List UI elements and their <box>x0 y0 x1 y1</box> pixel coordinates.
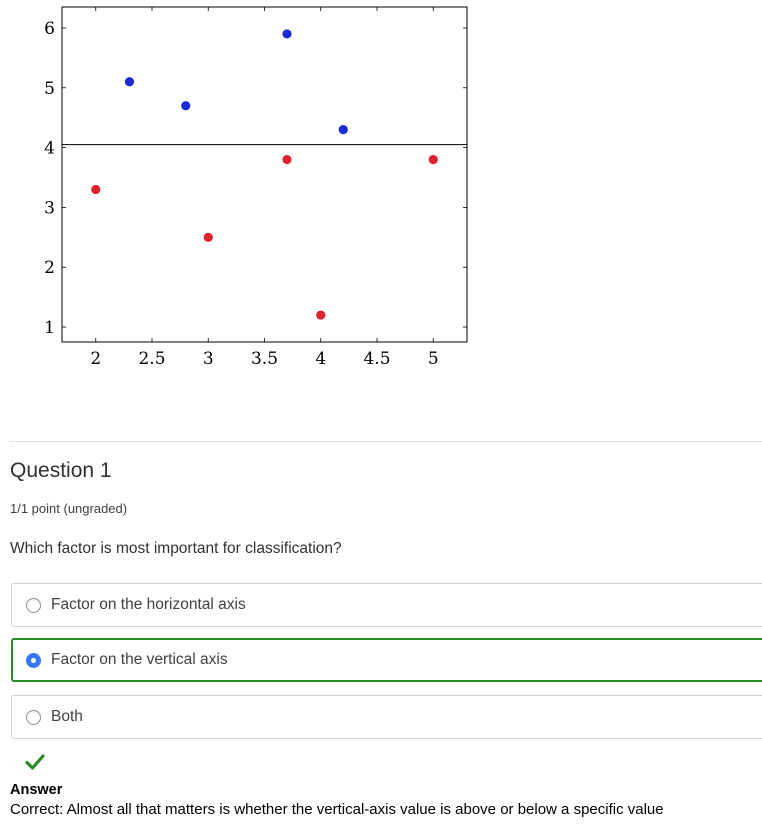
question-prompt: Which factor is most important for class… <box>10 540 342 557</box>
section-divider <box>10 441 762 442</box>
y-tick-label: 3 <box>44 198 55 218</box>
scatter-plot-svg: 2 2.5 3 3.5 4 4.5 5 1 2 3 4 5 6 <box>44 6 468 369</box>
y-tick-label: 6 <box>44 19 55 39</box>
y-tick-label: 2 <box>44 258 55 278</box>
x-tick-label: 3.5 <box>251 349 278 369</box>
y-tick-label: 5 <box>44 79 55 99</box>
data-point <box>428 154 438 165</box>
x-tick-label: 3 <box>203 349 214 369</box>
data-point <box>338 125 348 135</box>
radio-button[interactable] <box>26 597 41 613</box>
option-both[interactable]: Both <box>11 695 762 739</box>
option-label: Factor on the horizontal axis <box>51 596 246 613</box>
radio-button[interactable] <box>26 709 41 725</box>
option-vertical-axis[interactable]: Factor on the vertical axis <box>11 638 762 682</box>
x-tick-label: 4.5 <box>363 349 390 369</box>
x-tick-label: 2 <box>90 349 101 369</box>
x-tick-label: 4 <box>315 349 326 369</box>
data-point <box>282 154 292 165</box>
data-point <box>124 77 135 87</box>
radio-button-selected[interactable] <box>26 652 41 668</box>
answer-explanation: Correct: Almost all that matters is whet… <box>10 801 664 818</box>
data-point <box>181 101 191 111</box>
option-label: Both <box>51 708 83 725</box>
check-icon <box>25 754 45 770</box>
x-tick-label: 5 <box>428 349 439 369</box>
data-point <box>203 232 213 242</box>
plot-frame <box>61 6 468 343</box>
y-tick-label: 4 <box>44 139 55 159</box>
data-point <box>316 310 326 320</box>
x-tick-label: 2.5 <box>138 349 165 369</box>
option-label: Factor on the vertical axis <box>51 651 228 668</box>
answer-heading: Answer <box>10 782 63 798</box>
y-tick-label: 1 <box>44 318 55 338</box>
data-point <box>91 184 101 195</box>
question-title: Question 1 <box>10 459 112 482</box>
question-points: 1/1 point (ungraded) <box>10 501 128 516</box>
scatter-chart: 2 2.5 3 3.5 4 4.5 5 1 2 3 4 5 6 <box>0 0 480 380</box>
option-horizontal-axis[interactable]: Factor on the horizontal axis <box>11 583 762 627</box>
data-point <box>282 29 292 39</box>
